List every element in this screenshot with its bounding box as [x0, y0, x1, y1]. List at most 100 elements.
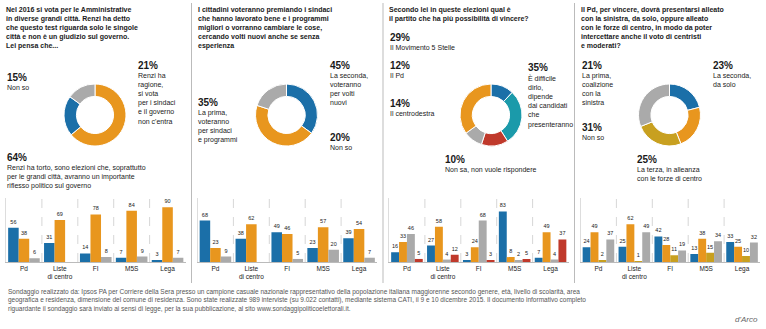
svg-text:M5S: M5S — [508, 265, 522, 272]
svg-text:5: 5 — [296, 250, 299, 256]
svg-text:La prima,coalizionecon lasinis: La prima,coalizionecon lasinistra — [582, 72, 613, 106]
svg-text:FI: FI — [476, 265, 482, 272]
svg-text:23%: 23% — [713, 60, 733, 71]
svg-text:7: 7 — [368, 249, 371, 255]
svg-text:5: 5 — [417, 250, 420, 256]
svg-text:7: 7 — [120, 249, 123, 255]
svg-text:19: 19 — [679, 241, 685, 247]
svg-text:49: 49 — [274, 223, 280, 229]
svg-text:Non so: Non so — [582, 134, 604, 141]
svg-text:37: 37 — [559, 230, 565, 236]
svg-text:39: 39 — [345, 229, 351, 235]
svg-text:La seconda,da solo: La seconda,da solo — [713, 72, 751, 88]
svg-text:2: 2 — [517, 251, 520, 257]
svg-text:20%: 20% — [330, 132, 350, 143]
svg-text:20: 20 — [331, 241, 337, 247]
svg-text:54: 54 — [356, 220, 362, 226]
svg-text:Renzi haragione,si votaper i s: Renzi haragione,si votaper i sindacie il… — [138, 72, 176, 125]
svg-text:M5S: M5S — [316, 265, 330, 272]
svg-text:10: 10 — [743, 247, 749, 253]
svg-text:Il Pd, per vincere, dovrà pres: Il Pd, per vincere, dovrà presentarsi al… — [581, 6, 724, 49]
svg-text:La terza, in alleanzacon le fo: La terza, in alleanzacon le forze di cen… — [637, 166, 702, 182]
svg-text:49: 49 — [591, 223, 597, 229]
svg-text:32: 32 — [751, 234, 757, 240]
svg-text:Listedi centro: Listedi centro — [47, 265, 72, 280]
svg-text:24: 24 — [584, 238, 590, 244]
svg-text:Lega: Lega — [352, 265, 367, 273]
svg-text:Sondaggio realizzato da: Ipsos: Sondaggio realizzato da: Ipsos PA per Co… — [8, 288, 586, 313]
svg-text:10%: 10% — [445, 154, 465, 165]
svg-text:Non so: Non so — [7, 84, 29, 91]
svg-text:23: 23 — [310, 239, 316, 245]
svg-text:46: 46 — [284, 225, 290, 231]
svg-text:È difficiledirlo,dipendedai ca: È difficiledirlo,dipendedai candidatiche… — [528, 74, 573, 129]
svg-text:57: 57 — [320, 218, 326, 224]
svg-text:Non sa, non vuole rispondere: Non sa, non vuole rispondere — [445, 166, 537, 174]
svg-text:27: 27 — [428, 237, 434, 243]
svg-text:Lega: Lega — [543, 265, 558, 273]
svg-text:58: 58 — [436, 218, 442, 224]
svg-text:12%: 12% — [390, 60, 410, 71]
svg-text:62: 62 — [627, 215, 633, 221]
svg-text:Renzi ha torto, sono elezioni: Renzi ha torto, sono elezioni che, sopra… — [7, 164, 146, 190]
svg-text:Listedi centro: Listedi centro — [430, 265, 455, 280]
svg-text:21%: 21% — [138, 60, 158, 71]
svg-text:3: 3 — [465, 251, 468, 257]
svg-text:4: 4 — [553, 251, 556, 257]
svg-text:29%: 29% — [390, 32, 410, 43]
svg-text:35%: 35% — [198, 97, 218, 108]
svg-text:11: 11 — [671, 246, 677, 252]
svg-text:68: 68 — [202, 212, 208, 218]
svg-text:15%: 15% — [7, 72, 27, 83]
svg-text:78: 78 — [93, 205, 99, 211]
svg-text:28: 28 — [663, 236, 669, 242]
svg-text:9: 9 — [141, 248, 144, 254]
svg-text:46: 46 — [408, 225, 414, 231]
svg-text:33: 33 — [400, 233, 406, 239]
svg-text:Il Movimento 5 Stelle: Il Movimento 5 Stelle — [390, 44, 455, 51]
svg-text:49: 49 — [643, 223, 649, 229]
svg-text:La prima,voterannoper sindacie: La prima,voterannoper sindacie programmi — [198, 109, 238, 144]
svg-text:Il Pd: Il Pd — [390, 72, 404, 79]
svg-text:4: 4 — [445, 251, 448, 257]
svg-text:83: 83 — [500, 202, 506, 208]
svg-text:7: 7 — [537, 249, 540, 255]
svg-text:13: 13 — [691, 245, 697, 251]
svg-text:25: 25 — [619, 238, 625, 244]
svg-text:37: 37 — [607, 230, 613, 236]
svg-text:M5S: M5S — [699, 265, 713, 272]
svg-text:Non so: Non so — [330, 144, 352, 151]
svg-text:42: 42 — [655, 227, 661, 233]
svg-text:33: 33 — [727, 233, 733, 239]
svg-text:21%: 21% — [582, 60, 602, 71]
svg-text:38: 38 — [21, 230, 27, 236]
svg-text:8: 8 — [509, 248, 512, 254]
svg-text:62: 62 — [248, 215, 254, 221]
svg-text:25: 25 — [735, 238, 741, 244]
svg-text:Listedi centro: Listedi centro — [622, 265, 647, 280]
svg-text:31: 31 — [46, 234, 52, 240]
svg-text:2: 2 — [601, 251, 604, 257]
svg-text:15: 15 — [707, 244, 713, 250]
svg-text:FI: FI — [284, 265, 290, 272]
svg-text:5: 5 — [525, 250, 528, 256]
svg-text:16: 16 — [392, 243, 398, 249]
svg-text:14%: 14% — [390, 98, 410, 109]
svg-text:9: 9 — [224, 248, 227, 254]
svg-text:Il centrodestra: Il centrodestra — [390, 110, 434, 117]
svg-text:Pd: Pd — [594, 265, 602, 272]
svg-text:Listedi centro: Listedi centro — [239, 265, 264, 280]
svg-text:56: 56 — [10, 219, 16, 225]
svg-text:Pd: Pd — [20, 265, 28, 272]
svg-text:6: 6 — [33, 249, 36, 255]
svg-text:M5S: M5S — [125, 265, 139, 272]
svg-text:Nel 2016 si vota per le Ammini: Nel 2016 si vota per le Amministrativein… — [6, 6, 138, 50]
svg-text:64%: 64% — [7, 152, 27, 163]
svg-text:34: 34 — [715, 232, 721, 238]
svg-text:24: 24 — [472, 238, 478, 244]
svg-text:Pd: Pd — [211, 265, 219, 272]
svg-text:35%: 35% — [528, 62, 548, 73]
svg-text:I cittadini voteranno premiand: I cittadini voteranno premiando i sindac… — [198, 6, 332, 50]
svg-text:12: 12 — [452, 246, 458, 252]
svg-text:38: 38 — [699, 230, 705, 236]
